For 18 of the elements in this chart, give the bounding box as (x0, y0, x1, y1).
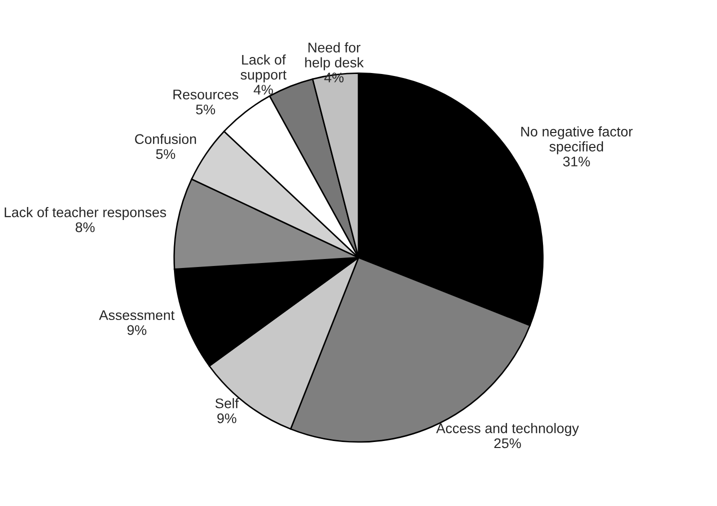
slice-label: Need for help desk (305, 42, 364, 70)
data-label: 4% (254, 84, 273, 95)
slice-label: Lack of support (240, 54, 286, 82)
slice-label: Resources (173, 90, 238, 100)
slice-label: Confusion (135, 134, 196, 144)
slice-label: Self (215, 398, 239, 408)
data-label: 8% (76, 222, 95, 232)
slice-label: Assessment (99, 310, 175, 320)
data-label: 25% (494, 438, 521, 448)
slice-label: No negative factor specified (521, 126, 633, 154)
data-label: 4% (324, 72, 344, 82)
slice-label: Lack of teacher responses (4, 207, 166, 220)
data-label: 5% (196, 104, 216, 114)
slice-label: Access and technology (436, 423, 579, 436)
data-label: 9% (127, 325, 146, 336)
data-label: 9% (217, 413, 236, 424)
data-label: 5% (156, 149, 176, 159)
data-label: 31% (563, 156, 590, 166)
